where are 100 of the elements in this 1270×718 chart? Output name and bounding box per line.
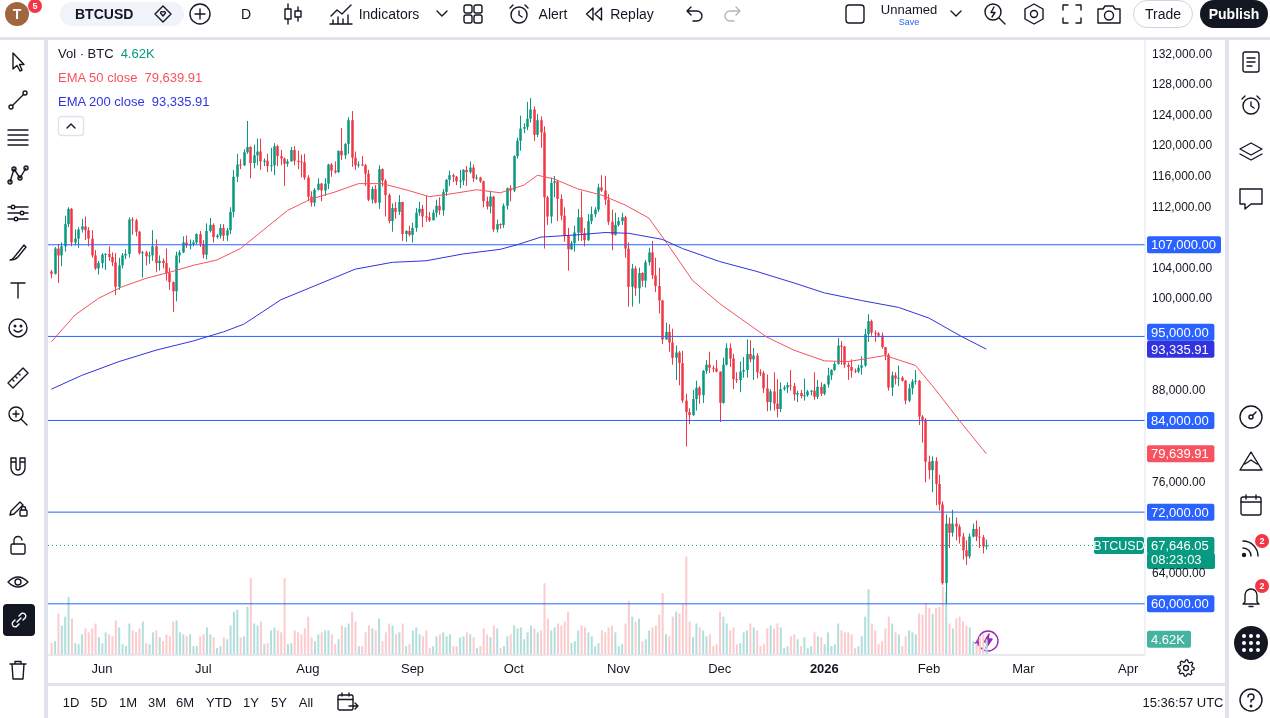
bar	[462, 636, 465, 655]
bar	[67, 596, 70, 655]
bar	[293, 630, 296, 655]
bar	[465, 632, 468, 655]
text: Unnamed	[880, 1, 938, 17]
bar	[611, 625, 613, 655]
text: All	[298, 694, 314, 710]
ref-line-label: 60,000.00	[1151, 596, 1209, 612]
bar	[246, 606, 249, 655]
bar	[658, 614, 661, 655]
bar	[411, 630, 414, 655]
bar	[904, 636, 907, 655]
bar	[111, 636, 114, 655]
text: 4.62K	[1151, 631, 1186, 647]
bar	[722, 616, 725, 655]
x-tick-label: Sep	[400, 661, 425, 676]
filled-button: Publish	[1200, 0, 1268, 28]
bar	[668, 636, 671, 655]
y-tick-label: 76,000.00	[1152, 474, 1206, 489]
text: 15:36:57 UTC	[1142, 694, 1224, 710]
bar	[108, 634, 111, 655]
text: Replay	[610, 6, 654, 22]
bar	[496, 628, 499, 655]
bar	[138, 628, 141, 655]
candlestick	[118, 257, 121, 291]
candlestick	[303, 153, 306, 181]
ref-line-label: 107,000.00	[1151, 237, 1217, 253]
bar	[938, 606, 941, 655]
candlestick	[421, 204, 424, 228]
bar	[543, 583, 546, 655]
bar	[226, 639, 229, 655]
candlestick	[347, 116, 350, 155]
line-series	[50, 174, 987, 455]
text: 4.62K	[120, 45, 155, 61]
candlestick	[131, 216, 134, 236]
bar	[779, 627, 782, 655]
candlestick	[955, 516, 958, 541]
text: EMA 200 close	[58, 93, 145, 109]
candlestick	[499, 222, 502, 230]
y-tick-label: 93,335.91	[1151, 341, 1209, 357]
candlestick	[843, 345, 846, 369]
bar	[330, 634, 333, 655]
text: 93,335.91	[151, 93, 210, 109]
bar	[749, 623, 752, 655]
bar	[688, 621, 691, 655]
bar	[151, 632, 154, 655]
bar	[742, 632, 745, 655]
bar	[962, 621, 965, 655]
bar	[931, 613, 934, 655]
bar	[307, 616, 310, 655]
text: 1Y	[243, 694, 259, 710]
bar	[816, 636, 819, 655]
bar	[232, 611, 235, 655]
candlestick	[259, 138, 262, 171]
bar	[344, 627, 347, 655]
candlestick	[482, 180, 485, 208]
candlestick	[172, 280, 175, 313]
x-tick-label: Jun	[91, 661, 113, 676]
bar	[671, 616, 674, 655]
bar	[837, 623, 840, 655]
bar	[114, 620, 117, 655]
candlestick	[928, 455, 931, 480]
bar	[381, 641, 384, 655]
annotation: BTCUSD	[1093, 538, 1145, 553]
bar	[270, 630, 273, 655]
candlestick	[273, 142, 276, 176]
bar	[887, 616, 890, 655]
candlestick	[151, 229, 154, 262]
bar	[283, 578, 286, 655]
bar	[324, 630, 327, 655]
bar	[560, 625, 563, 655]
candlestick	[749, 339, 752, 363]
bar	[165, 634, 168, 655]
text: D	[240, 6, 252, 22]
bar	[557, 623, 559, 655]
bar	[877, 644, 880, 655]
text: YTD	[206, 694, 232, 710]
x-tick-label: Apr	[1118, 661, 1139, 676]
text: 3M	[147, 694, 167, 710]
candlestick	[671, 328, 674, 366]
bar	[550, 630, 553, 655]
bar	[546, 618, 549, 655]
bar	[50, 643, 53, 655]
bar	[891, 623, 894, 655]
bar	[719, 611, 722, 655]
text: Save	[898, 16, 920, 27]
bar	[533, 628, 536, 655]
bar	[189, 634, 192, 655]
bar	[367, 625, 370, 655]
bar	[351, 611, 354, 655]
bar	[732, 627, 735, 655]
bar	[746, 630, 749, 655]
candlestick	[580, 190, 583, 242]
bar	[81, 634, 84, 655]
x-tick-label: Mar	[1012, 661, 1036, 676]
bar	[482, 628, 485, 655]
bar	[205, 627, 208, 655]
candlestick	[752, 347, 755, 381]
candlestick	[212, 222, 215, 243]
x-tick-label: Dec	[708, 661, 732, 676]
